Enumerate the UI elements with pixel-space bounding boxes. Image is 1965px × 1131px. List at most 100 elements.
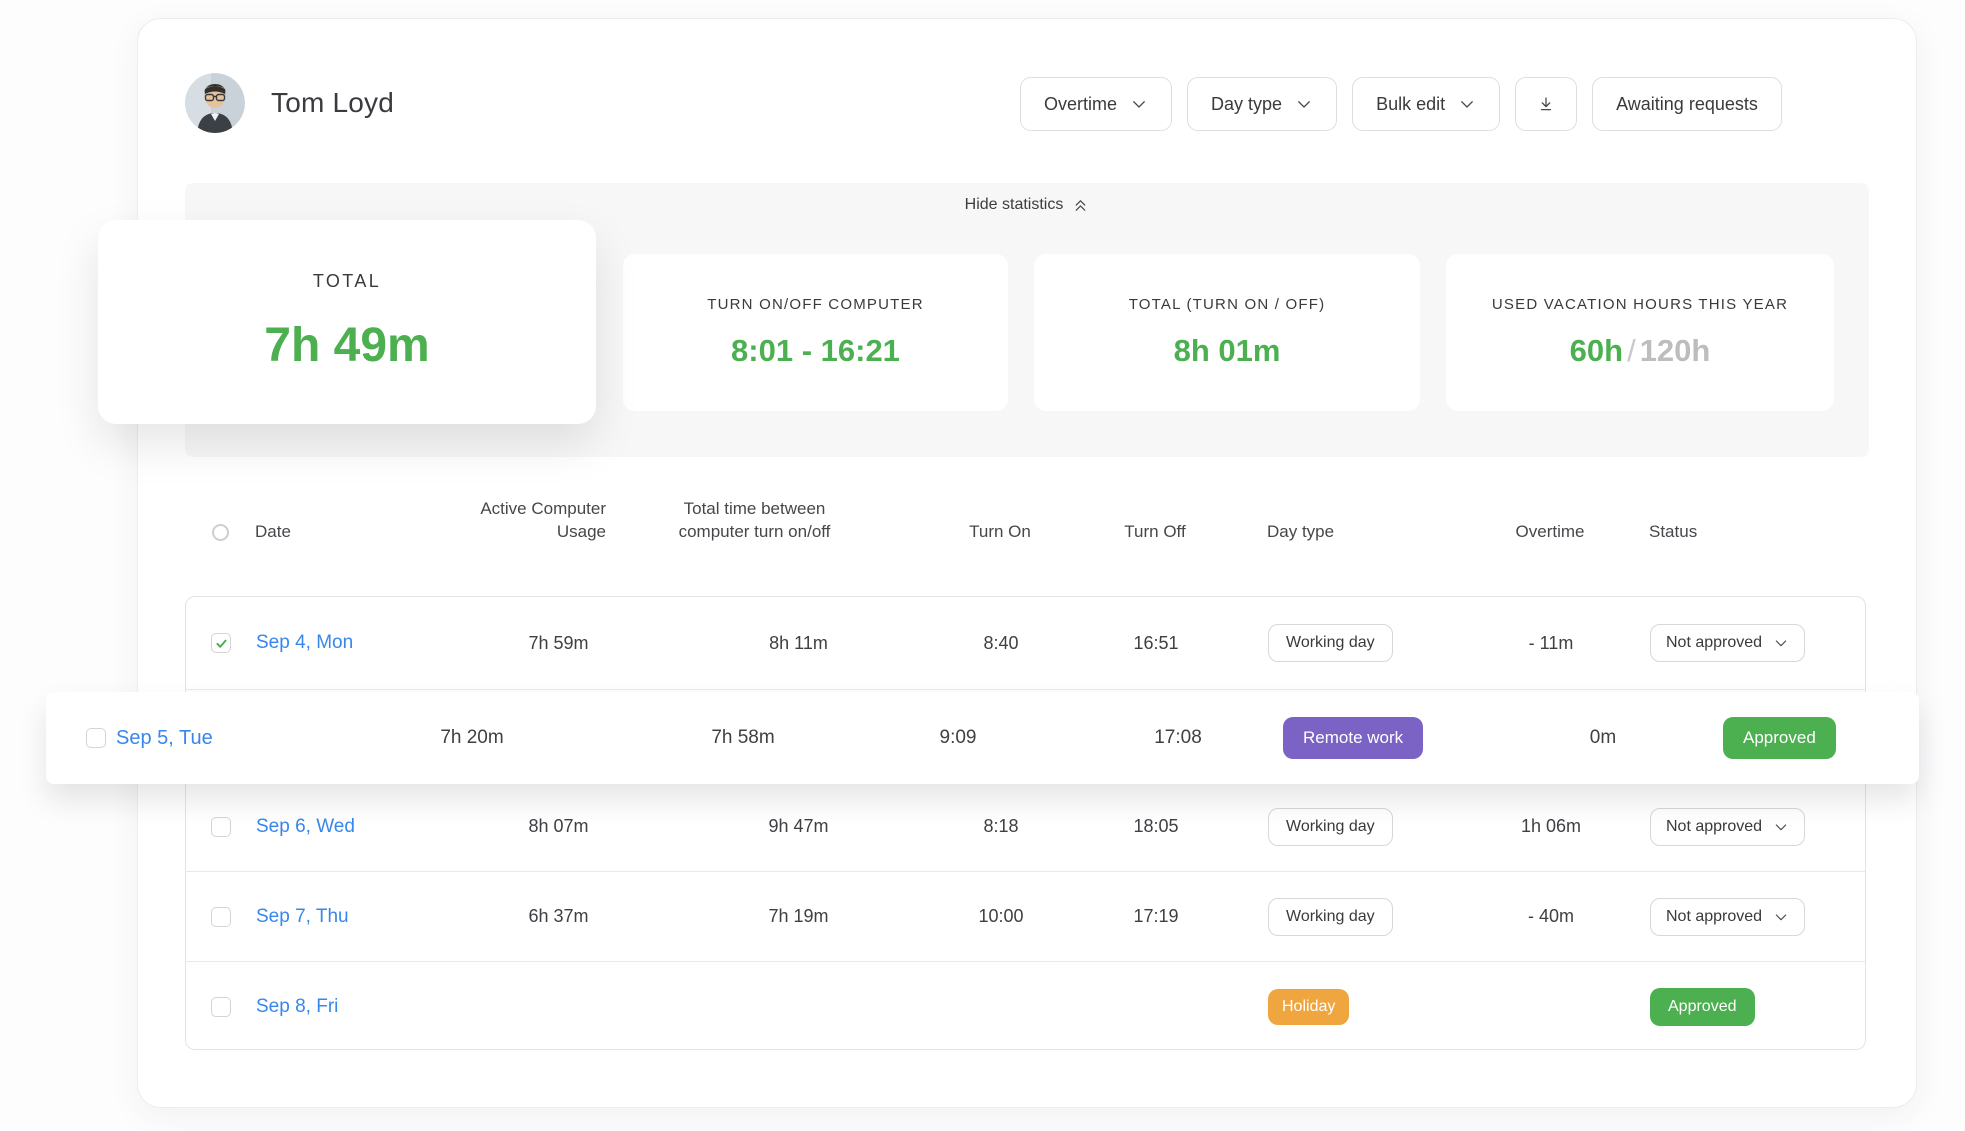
stat-total-value: 7h 49m	[264, 319, 430, 372]
turn-on-cell: 10:00	[978, 906, 1024, 926]
chevron-down-icon	[1775, 823, 1787, 830]
row-checkbox[interactable]	[86, 728, 106, 748]
header-active-usage: Active Computer Usage	[480, 499, 606, 541]
chevron-down-icon	[1775, 913, 1787, 920]
table-row: Sep 7, Thu 6h 37m 7h 19m 10:00 17:19 Wor…	[186, 871, 1865, 961]
select-all-circle-icon[interactable]	[211, 523, 229, 546]
bulk-edit-dropdown-label: Bulk edit	[1376, 93, 1446, 114]
header-date: Date	[255, 521, 291, 541]
status-dropdown-label: Not approved	[1666, 907, 1763, 925]
stat-total-turn-value: 8h 01m	[1173, 333, 1281, 368]
stat-card-vacation: USED VACATION HOURS THIS YEAR 60h/120h	[1446, 254, 1834, 411]
hide-statistics-label: Hide statistics	[964, 196, 1064, 213]
stat-card-turn-on-off: TURN ON/OFF COMPUTER 8:01 - 16:21	[623, 254, 1008, 411]
row-checkbox[interactable]	[211, 906, 231, 927]
stat-card-total-turn-on-off: TOTAL (TURN ON / OFF) 8h 01m	[1034, 254, 1420, 411]
overtime-cell: 1h 06m	[1520, 816, 1582, 836]
awaiting-requests-label: Awaiting requests	[1616, 93, 1758, 114]
stat-turn-on-off-value: 8:01 - 16:21	[731, 333, 900, 368]
profile-header: Tom Loyd	[185, 73, 394, 133]
download-button[interactable]	[1515, 77, 1578, 131]
header-day-type: Day type	[1267, 521, 1335, 541]
table-row: Sep 6, Wed 8h 07m 9h 47m 8:18 18:05 Work…	[186, 781, 1865, 871]
header-total-between: Total time between computer turn on/off	[678, 499, 831, 541]
turn-off-cell: 17:19	[1133, 906, 1179, 926]
date-link[interactable]: Sep 7, Thu	[256, 905, 349, 927]
avatar	[185, 73, 245, 133]
status-dropdown[interactable]: Not approved	[1650, 624, 1806, 662]
double-chevron-up-icon	[1075, 199, 1086, 211]
total-between-cell: 7h 58m	[711, 727, 775, 748]
total-between-cell: 9h 47m	[768, 816, 829, 836]
overtime-dropdown-button[interactable]: Overtime	[1020, 77, 1173, 131]
table-header: Date Active Computer Usage Total time be…	[185, 498, 1866, 546]
overtime-cell: 0m	[1589, 727, 1617, 748]
timesheet-table: Sep 4, Mon 7h 59m 8h 11m 8:40 16:51 Work…	[185, 596, 1866, 1050]
status-dropdown-label: Not approved	[1666, 817, 1763, 835]
turn-off-cell: 16:51	[1133, 632, 1179, 653]
overtime-cell: - 40m	[1527, 906, 1574, 926]
active-usage-cell: 7h 59m	[528, 632, 589, 653]
row-checkbox[interactable]	[211, 996, 231, 1017]
vacation-total: 120h	[1639, 333, 1711, 368]
turn-on-cell: 9:09	[939, 727, 977, 748]
header-turn-on: Turn On	[969, 521, 1031, 541]
total-between-cell: 8h 11m	[769, 632, 828, 653]
status-dropdown-label: Not approved	[1666, 634, 1763, 651]
day-type-badge-holiday[interactable]: Holiday	[1268, 988, 1350, 1025]
status-badge-approved: Approved	[1650, 987, 1755, 1026]
table-row: Sep 8, Fri Holiday Approved	[186, 961, 1865, 1051]
table-row: Sep 4, Mon 7h 59m 8h 11m 8:40 16:51 Work…	[186, 597, 1865, 689]
table-row-elevated: Sep 5, Tue 7h 20m 7h 58m 9:09 17:08 Remo…	[46, 692, 1919, 784]
chevron-down-icon	[1775, 640, 1787, 647]
date-link[interactable]: Sep 8, Fri	[256, 995, 339, 1017]
total-between-cell: 7h 19m	[768, 906, 829, 926]
stat-total-turn-label: TOTAL (TURN ON / OFF)	[1128, 296, 1326, 313]
date-link[interactable]: Sep 5, Tue	[116, 726, 213, 749]
date-link[interactable]: Sep 6, Wed	[256, 815, 355, 837]
row-checkbox[interactable]	[211, 816, 231, 837]
day-type-dropdown-button[interactable]: Day type	[1187, 77, 1338, 131]
turn-off-cell: 17:08	[1154, 727, 1202, 748]
stat-card-total: TOTAL 7h 49m	[98, 220, 596, 424]
stat-vacation-label: USED VACATION HOURS THIS YEAR	[1491, 296, 1789, 313]
table-row-placeholder	[186, 689, 1865, 781]
vacation-separator: /	[1627, 333, 1636, 368]
toolbar: Overtime Day type Bulk edit Awaiting req…	[1020, 77, 1782, 131]
checkmark-icon	[215, 639, 227, 648]
day-type-badge-remote-work[interactable]: Remote work	[1283, 717, 1424, 759]
header-turn-off: Turn Off	[1124, 521, 1186, 541]
turn-on-cell: 8:40	[983, 632, 1019, 653]
active-usage-cell: 7h 20m	[440, 727, 504, 748]
status-dropdown[interactable]: Not approved	[1650, 807, 1806, 846]
vacation-used: 60h	[1569, 333, 1624, 368]
row-checkbox-checked[interactable]	[211, 633, 231, 653]
hide-statistics-toggle[interactable]: Hide statistics	[185, 196, 1869, 214]
page-title: Tom Loyd	[271, 87, 394, 118]
turn-on-cell: 8:18	[983, 816, 1019, 836]
active-usage-cell: 8h 07m	[528, 816, 589, 836]
header-status: Status	[1649, 521, 1698, 541]
day-type-badge[interactable]: Working day	[1268, 624, 1393, 662]
active-usage-cell: 6h 37m	[528, 906, 589, 926]
day-type-badge[interactable]: Working day	[1268, 897, 1393, 936]
day-type-dropdown-label: Day type	[1211, 93, 1283, 114]
status-badge-approved: Approved	[1723, 717, 1836, 759]
stat-turn-on-off-label: TURN ON/OFF COMPUTER	[707, 296, 924, 313]
turn-off-cell: 18:05	[1133, 816, 1179, 836]
stat-total-label: TOTAL	[312, 271, 382, 291]
header-overtime: Overtime	[1515, 521, 1585, 541]
stat-vacation-value: 60h/120h	[1570, 333, 1711, 369]
download-icon	[1540, 97, 1552, 111]
overtime-dropdown-label: Overtime	[1044, 93, 1118, 114]
chevron-down-icon	[1298, 101, 1310, 108]
date-link[interactable]: Sep 4, Mon	[256, 632, 354, 653]
overtime-cell: - 11m	[1528, 632, 1574, 653]
awaiting-requests-button[interactable]: Awaiting requests	[1592, 77, 1782, 131]
chevron-down-icon	[1461, 101, 1473, 108]
day-type-badge[interactable]: Working day	[1268, 807, 1393, 846]
chevron-down-icon	[1133, 101, 1145, 108]
status-dropdown[interactable]: Not approved	[1650, 897, 1806, 936]
bulk-edit-dropdown-button[interactable]: Bulk edit	[1352, 77, 1501, 131]
